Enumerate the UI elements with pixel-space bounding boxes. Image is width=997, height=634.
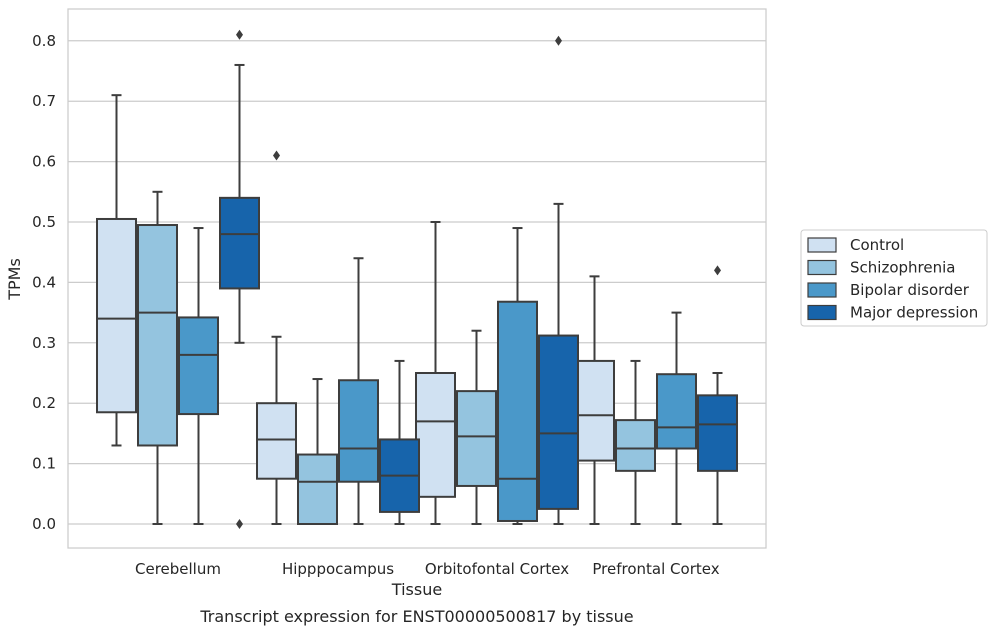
box-bipolar-disorder [338,257,379,525]
y-tick-labels: 0.0 0.1 0.2 0.3 0.4 0.5 0.6 0.7 0.8 [32,32,56,533]
iqr-box [96,217,137,414]
y-tick-label: 0.0 [32,515,56,533]
y-tick-label: 0.8 [32,32,56,50]
x-axis-label: Tissue [391,580,442,599]
box-control [574,275,615,525]
x-tick-label: Prefrontal Cortex [592,560,719,578]
box-schizophrenia [137,190,178,525]
box-major-depression [219,29,260,529]
legend-label: Schizophrenia [850,259,955,277]
outlier-point [714,265,721,276]
iqr-box [137,224,178,447]
legend-swatch [807,237,837,253]
iqr-box [697,394,738,472]
outlier-point [236,519,243,529]
chart-caption: Transcript expression for ENST0000050081… [199,607,633,626]
iqr-box [574,359,615,462]
legend-frame [800,229,988,327]
y-tick-label: 0.6 [32,153,56,171]
y-tick-label: 0.2 [32,394,56,412]
box-plots [96,29,738,529]
box-control [256,150,297,525]
box-major-depression [538,35,579,525]
iqr-box [178,316,219,416]
box-schizophrenia [297,378,338,526]
box-control [415,221,456,525]
x-tick-label: Orbitofontal Cortex [425,560,569,578]
legend-swatch [807,259,837,276]
y-tick-label: 0.4 [32,273,56,291]
iqr-box [497,300,538,522]
iqr-box [656,373,697,450]
legend-label: Control [850,236,904,254]
x-tick-label: Cerebellum [135,560,221,578]
box-schizophrenia [456,329,497,525]
plot-frame [67,8,767,549]
iqr-box [415,372,456,498]
box-bipolar-disorder [497,227,538,525]
iqr-box [338,379,379,483]
box-bipolar-disorder [656,311,697,525]
x-tick-label: Hipppocampus [282,560,394,578]
outlier-point [555,35,562,46]
y-tick-label: 0.7 [32,92,56,110]
x-tick-labels: Cerebellum Hipppocampus Orbitofontal Corte… [135,560,720,578]
outlier-point [236,29,243,40]
outlier-point [273,150,280,161]
iqr-box [219,196,260,290]
y-tick-label: 0.5 [32,213,56,231]
y-tick-label: 0.3 [32,334,56,352]
box-schizophrenia [615,359,656,525]
legend-label: Bipolar disorder [850,281,970,299]
iqr-box [297,453,338,526]
legend-label: Major depression [850,304,978,322]
iqr-box [456,390,497,487]
iqr-box [615,419,656,472]
box-major-depression [697,265,738,525]
iqr-box [256,402,297,480]
box-control [96,94,137,447]
y-axis-label: TPMs [5,258,24,301]
y-tick-label: 0.1 [32,455,56,473]
legend-swatch [807,304,837,321]
legend-swatch [807,282,837,298]
iqr-box [538,334,579,510]
box-bipolar-disorder [178,227,219,525]
box-major-depression [379,359,420,525]
legend: Control Schizophrenia Bipolar disorder Majo… [800,229,988,327]
